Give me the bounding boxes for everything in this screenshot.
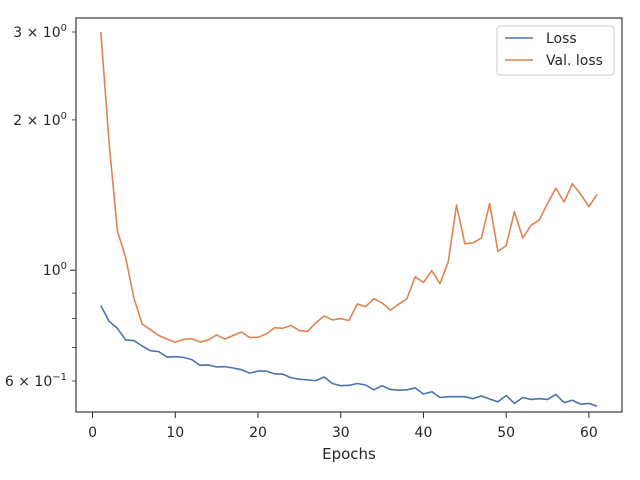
legend: Loss Val. loss <box>496 25 615 76</box>
y-tick-label: 2 × 100 <box>13 111 67 129</box>
series-layer <box>100 31 598 407</box>
x-tick-label: 60 <box>580 425 598 441</box>
x-tick-label: 0 <box>88 425 97 441</box>
series-line-1 <box>100 305 598 407</box>
x-axis-label: Epochs <box>322 445 376 463</box>
x-tick-label: 50 <box>497 425 515 441</box>
x-tick-label: 20 <box>249 425 267 441</box>
x-tick-label: 30 <box>332 425 350 441</box>
legend-label: Val. loss <box>546 53 603 69</box>
plot-frame <box>75 17 623 413</box>
legend-label: Loss <box>546 31 577 47</box>
y-tick-label: 6 × 10−1 <box>5 372 67 390</box>
series-line-2 <box>100 31 598 344</box>
x-tick-label: 40 <box>415 425 433 441</box>
y-tick-label: 3 × 100 <box>13 23 67 41</box>
x-tick-label: 10 <box>166 425 184 441</box>
